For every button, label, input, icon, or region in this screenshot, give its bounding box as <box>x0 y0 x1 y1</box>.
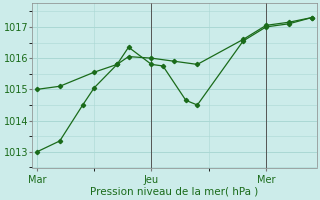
X-axis label: Pression niveau de la mer( hPa ): Pression niveau de la mer( hPa ) <box>90 187 259 197</box>
